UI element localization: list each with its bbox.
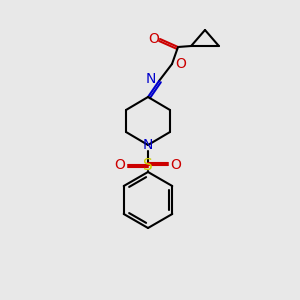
Text: S: S [143,158,153,172]
Text: O: O [148,32,159,46]
Text: O: O [171,158,182,172]
Text: N: N [143,138,153,152]
Text: N: N [146,72,156,86]
Text: O: O [115,158,125,172]
Text: O: O [176,57,186,71]
